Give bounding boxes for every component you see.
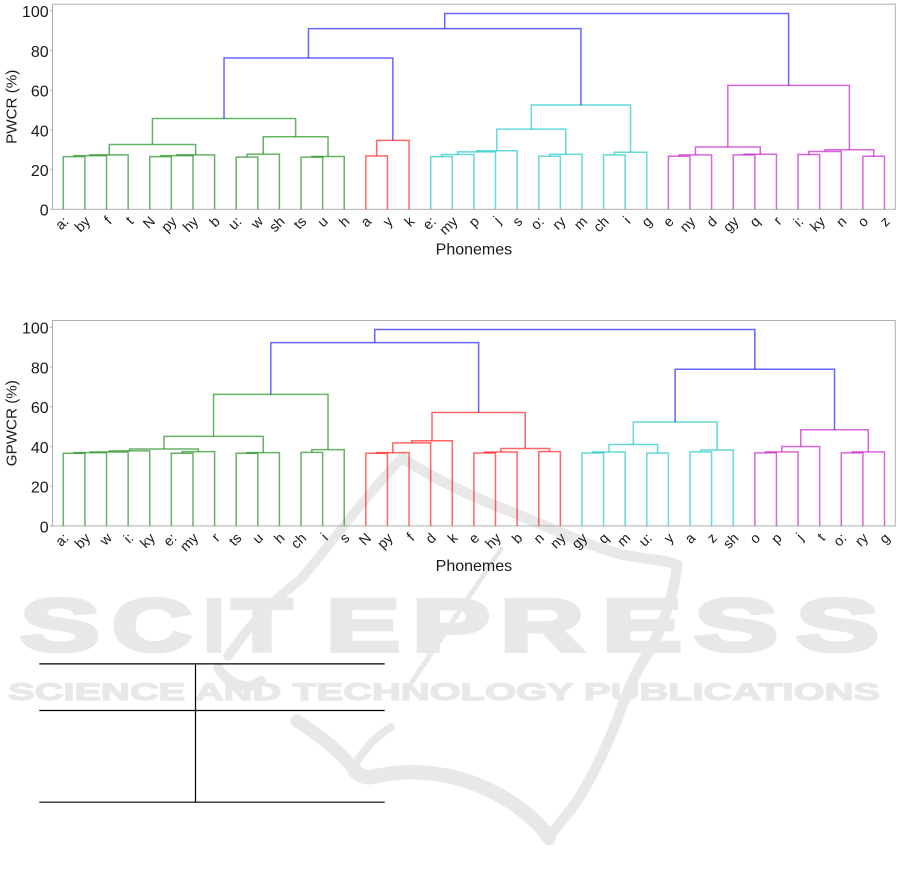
svg-text:80: 80 [31, 44, 49, 61]
svg-text:PWCR (%): PWCR (%) [4, 70, 21, 144]
svg-text:S: S [20, 584, 100, 667]
svg-text:40: 40 [31, 440, 49, 457]
svg-text:60: 60 [31, 84, 49, 101]
svg-text:0: 0 [40, 203, 49, 220]
svg-text:100: 100 [22, 321, 49, 338]
svg-text:40: 40 [31, 123, 49, 140]
svg-text:S: S [694, 584, 778, 667]
svg-text:T: T [232, 584, 292, 667]
svg-text:20: 20 [31, 163, 49, 180]
svg-text:I: I [204, 584, 224, 667]
svg-text:C: C [112, 584, 192, 667]
svg-text:GPWCR (%): GPWCR (%) [4, 380, 21, 466]
svg-text:0: 0 [40, 519, 49, 536]
svg-text:P: P [412, 584, 490, 667]
svg-text:S: S [796, 584, 879, 667]
svg-text:80: 80 [31, 360, 49, 377]
svg-text:100: 100 [22, 4, 49, 21]
svg-text:20: 20 [31, 480, 49, 497]
svg-text:E: E [602, 584, 682, 667]
svg-text:Phonemes: Phonemes [436, 558, 513, 575]
svg-text:Phonemes: Phonemes [436, 241, 513, 258]
svg-text:60: 60 [31, 400, 49, 417]
svg-text:E: E [326, 584, 400, 667]
svg-text:R: R [500, 584, 584, 667]
svg-text:SCIENCE AND TECHNOLOGY PUBLICA: SCIENCE AND TECHNOLOGY PUBLICATIONS [8, 679, 880, 706]
